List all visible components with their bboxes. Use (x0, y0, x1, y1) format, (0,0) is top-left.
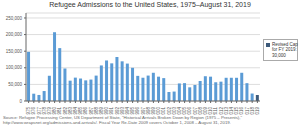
html-text:Revised Cap: Revised Cap (272, 42, 298, 47)
html-text:for FY 2019:: for FY 2019: (272, 47, 297, 53)
html-text:30,000: 30,000 (272, 52, 286, 58)
svg-text:0: 0 (19, 99, 22, 104)
svg-text:250,000: 250,000 (8, 16, 22, 21)
html-text:Source: Refugee Processing Cen: Source: Refugee Processing Center, US De… (3, 115, 242, 126)
svg-text:200,000: 200,000 (8, 32, 22, 37)
html-text:Refugee Admissions to the Unit: Refugee Admissions to the United States,… (49, 1, 251, 8)
svg-text:100,000: 100,000 (8, 65, 22, 70)
svg-text:150,000: 150,000 (8, 49, 22, 54)
svg-text:2019: 2019 (255, 107, 260, 115)
svg-text:50,000: 50,000 (8, 82, 22, 87)
